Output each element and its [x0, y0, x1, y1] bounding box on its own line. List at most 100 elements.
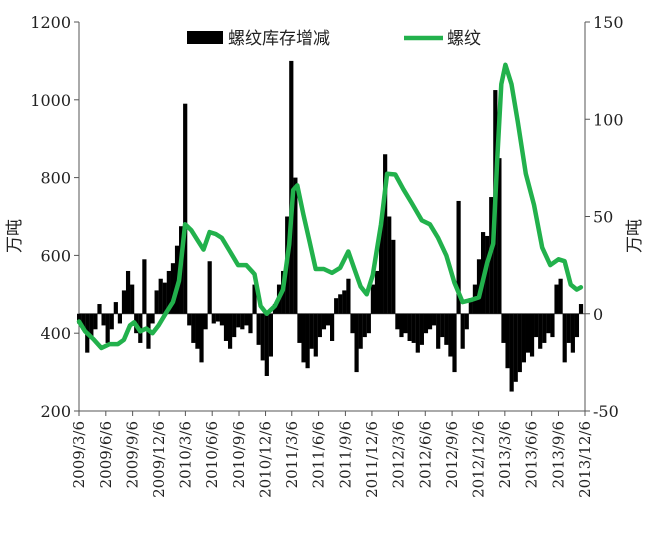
bar-mark	[264, 313, 269, 376]
x-tick-label: 2009/9/6	[124, 421, 142, 488]
right-axis-ticks: -50 0 50 100 150	[585, 13, 624, 421]
bar-mark	[158, 278, 163, 314]
bar-mark	[248, 313, 253, 334]
bar-mark	[338, 294, 343, 314]
bar-mark	[415, 313, 420, 353]
bar-mark	[468, 298, 473, 314]
right-tick-label: 100	[593, 110, 624, 129]
x-tick-label: 2010/12/6	[257, 421, 275, 498]
bar-mark	[117, 313, 123, 324]
bar-mark	[183, 103, 188, 314]
bar-mark	[215, 313, 220, 322]
bar-mark	[309, 313, 314, 349]
bar-mark	[383, 154, 388, 314]
bar-mark	[427, 313, 433, 330]
bar-mark	[101, 313, 106, 326]
bar-mark	[476, 259, 482, 314]
x-tick-label: 2013/12/6	[576, 421, 594, 498]
bar-mark	[509, 313, 514, 392]
bar-mark	[452, 313, 457, 373]
x-tick-label: 2009/6/6	[97, 421, 115, 488]
x-tick-label: 2013/3/6	[496, 421, 514, 488]
legend-line-label: 螺纹	[447, 29, 481, 49]
bar-mark	[330, 313, 335, 341]
bar-mark	[297, 313, 302, 343]
bar-mark	[578, 304, 584, 314]
x-tick-label: 2011/9/6	[336, 421, 354, 488]
bar-mark	[293, 177, 298, 314]
x-tick-label: 2013/9/6	[549, 421, 567, 488]
bar-mark	[268, 313, 273, 357]
bar-mark	[460, 313, 465, 349]
bar-mark	[105, 313, 110, 343]
bar-mark	[236, 313, 241, 328]
x-tick-label: 2013/6/6	[523, 421, 541, 488]
x-tick-label: 2012/6/6	[416, 421, 434, 488]
bar-mark	[162, 282, 167, 314]
bar-mark	[342, 290, 347, 314]
x-tick-label: 2009/12/6	[150, 421, 168, 498]
right-tick-label: 50	[593, 208, 613, 227]
bar-mark	[301, 313, 306, 363]
bar-mark	[444, 313, 449, 345]
bar-mark	[81, 313, 86, 330]
bar-mark	[566, 313, 571, 343]
bar-mark	[529, 313, 535, 357]
bar-mark	[525, 313, 531, 353]
bar-mark	[362, 313, 367, 338]
bar-mark	[346, 278, 351, 314]
x-tick-label: 2012/12/6	[470, 421, 488, 498]
x-tick-label: 2009/3/6	[70, 421, 88, 488]
bar-mark	[195, 313, 200, 349]
x-tick-label: 2011/3/6	[283, 421, 301, 488]
bar-mark	[191, 313, 196, 343]
bar-mark	[464, 313, 469, 330]
bar-mark	[203, 313, 208, 330]
bar-mark	[570, 313, 575, 353]
left-tick-label: 1000	[30, 91, 71, 110]
x-tick-label: 2010/9/6	[230, 421, 248, 488]
x-tick-label: 2010/6/6	[203, 421, 221, 488]
bar-mark	[448, 313, 453, 357]
bar-mark	[252, 284, 257, 314]
bar-mark	[325, 313, 331, 326]
bar-mark	[485, 235, 490, 314]
bar-mark	[558, 278, 563, 314]
bar-mark	[125, 270, 131, 314]
bar-mark	[387, 216, 392, 314]
bar-mark	[542, 313, 547, 343]
right-tick-label: -50	[593, 402, 619, 421]
x-tick-label: 2012/3/6	[389, 421, 407, 488]
bar-mark	[321, 313, 327, 330]
legend-bar-swatch	[187, 31, 223, 44]
left-tick-label: 400	[40, 324, 71, 343]
line-series-group	[76, 62, 584, 351]
bar-mark	[395, 313, 400, 330]
bar-mark	[538, 313, 543, 349]
bar-mark	[574, 313, 580, 338]
bar-mark	[289, 60, 294, 314]
bar-mark	[227, 313, 233, 349]
bar-mark	[240, 313, 245, 330]
bar-series-group	[77, 60, 584, 392]
bar-mark	[170, 263, 176, 314]
bar-mark	[374, 270, 380, 314]
bar-mark	[521, 313, 526, 363]
left-tick-label: 1200	[30, 13, 71, 32]
bar-mark	[562, 313, 567, 363]
bar-mark	[154, 290, 159, 314]
bar-mark	[370, 284, 376, 314]
bar-mark	[407, 313, 412, 341]
bar-mark	[501, 313, 506, 343]
bar-mark	[97, 304, 102, 314]
right-tick-label: 0	[593, 305, 603, 324]
bar-mark	[350, 313, 355, 334]
left-tick-label: 800	[40, 169, 71, 188]
left-axis-ticks: 200 400 600 800 1000 1200	[30, 13, 79, 421]
bar-mark	[497, 158, 502, 314]
right-axis-title: 万吨	[625, 219, 645, 253]
bar-mark	[505, 313, 510, 369]
bar-mark	[546, 313, 551, 334]
bar-mark	[211, 313, 216, 324]
